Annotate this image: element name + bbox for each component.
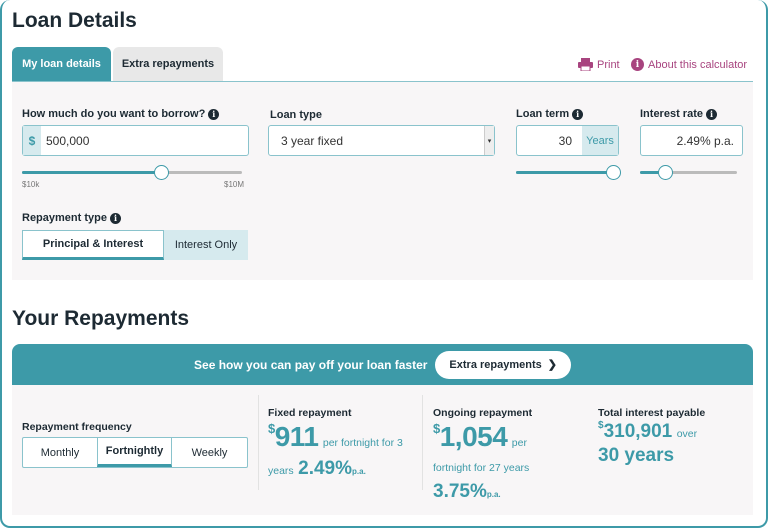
printer-icon xyxy=(578,58,593,71)
about-label: About this calculator xyxy=(648,58,748,71)
pa-label: p.a. xyxy=(352,466,366,476)
ongoing-amount: 1,054 xyxy=(439,421,508,452)
borrow-amount-input[interactable]: $ 500,000 xyxy=(22,125,249,156)
loan-term-value: 30 xyxy=(558,133,572,148)
frequency-weekly[interactable]: Weekly xyxy=(191,446,228,459)
banner-text: See how you can pay off your loan faster xyxy=(194,357,428,372)
loan-term-label-text: Loan term xyxy=(516,108,570,120)
borrow-max-label: $10M xyxy=(224,180,245,189)
ongoing-repayment-label: Ongoing repayment xyxy=(433,407,533,419)
borrow-slider[interactable] xyxy=(22,165,242,180)
repayments-title: Your Repayments xyxy=(12,307,189,330)
repayment-type-interest-only[interactable]: Interest Only xyxy=(164,230,248,260)
info-icon: i xyxy=(631,58,644,71)
divider xyxy=(422,395,423,490)
frequency-monthly[interactable]: Monthly xyxy=(40,446,80,459)
borrow-label-text: How much do you want to borrow? xyxy=(22,108,206,120)
ongoing-text: per xyxy=(511,437,527,449)
chevron-down-icon: ▾ xyxy=(484,126,494,155)
currency-prefix: $ xyxy=(23,126,41,155)
info-icon[interactable]: i xyxy=(572,108,584,120)
interest-rate-value: 2.49% p.a. xyxy=(676,133,734,148)
extra-repayments-button[interactable]: Extra repayments ❯ xyxy=(435,350,571,379)
tab-extra-repayments[interactable]: Extra repayments xyxy=(113,47,223,81)
loan-term-label: Loan term i xyxy=(516,108,584,120)
total-amount: 310,901 xyxy=(603,421,673,442)
interest-rate-input[interactable]: 2.49% p.a. xyxy=(640,125,743,156)
total-text: over xyxy=(676,428,698,440)
info-icon[interactable]: i xyxy=(705,108,717,120)
frequency-toggle xyxy=(22,437,248,468)
slider-thumb[interactable] xyxy=(658,165,674,180)
slider-thumb[interactable] xyxy=(153,165,169,180)
borrow-label: How much do you want to borrow? i xyxy=(22,108,220,120)
borrow-min-label: $10k xyxy=(22,180,40,189)
chevron-right-icon: ❯ xyxy=(547,359,557,371)
info-icon[interactable]: i xyxy=(208,108,220,120)
tab-my-loan-details[interactable]: My loan details xyxy=(12,47,111,81)
total-interest-value: $310,901 over 30 years xyxy=(598,420,748,468)
loan-type-label: Loan type xyxy=(270,109,322,121)
loan-term-input[interactable]: 30 Years xyxy=(516,125,619,156)
currency-symbol: $ xyxy=(598,420,604,431)
repayment-type-principal-interest[interactable]: Principal & Interest xyxy=(22,230,164,260)
tab-divider xyxy=(12,81,753,82)
repayment-type-label-text: Repayment type xyxy=(22,212,107,224)
ongoing-repayment-value: $1,054 per fortnight for 27 years 3.75%p… xyxy=(433,418,583,504)
loan-term-slider[interactable] xyxy=(516,165,621,180)
currency-symbol: $ xyxy=(268,421,275,436)
divider xyxy=(258,395,259,490)
print-label: Print xyxy=(597,58,620,71)
fixed-text-years: years xyxy=(268,464,294,477)
repayment-type-label: Repayment type i xyxy=(22,212,121,224)
total-interest-label: Total interest payable xyxy=(598,407,706,419)
total-years: 30 years xyxy=(598,444,675,466)
slider-thumb[interactable] xyxy=(606,165,621,180)
extra-repayments-banner: See how you can pay off your loan faster… xyxy=(12,344,753,385)
fixed-amount: 911 xyxy=(274,421,319,452)
interest-rate-label-text: Interest rate xyxy=(640,108,703,120)
loan-type-select[interactable]: 3 year fixed ▾ xyxy=(268,125,495,156)
pa-label: p.a. xyxy=(486,489,501,499)
frequency-label: Repayment frequency xyxy=(22,421,132,433)
interest-rate-label: Interest rate i xyxy=(640,108,717,120)
interest-rate-slider[interactable] xyxy=(640,165,737,180)
frequency-fortnightly[interactable]: Fortnightly xyxy=(97,438,172,467)
extra-repayments-button-label: Extra repayments xyxy=(449,358,542,371)
fixed-repayment-value: $911 per fortnight for 3 years 2.49%p.a. xyxy=(268,418,418,481)
info-icon[interactable]: i xyxy=(109,212,121,224)
print-link[interactable]: Print xyxy=(578,58,620,71)
years-suffix: Years xyxy=(582,126,618,155)
fixed-text: per fortnight for 3 xyxy=(322,437,403,449)
borrow-value: 500,000 xyxy=(46,133,90,148)
currency-symbol: $ xyxy=(433,421,440,436)
ongoing-rate: 3.75% xyxy=(433,480,487,502)
fixed-repayment-label: Fixed repayment xyxy=(268,407,352,419)
loan-type-value: 3 year fixed xyxy=(281,133,344,148)
page-title: Loan Details xyxy=(12,9,137,32)
ongoing-text-term: fortnight for 27 years xyxy=(433,461,530,474)
about-calculator-link[interactable]: i About this calculator xyxy=(631,58,747,71)
fixed-rate: 2.49% xyxy=(298,457,353,479)
